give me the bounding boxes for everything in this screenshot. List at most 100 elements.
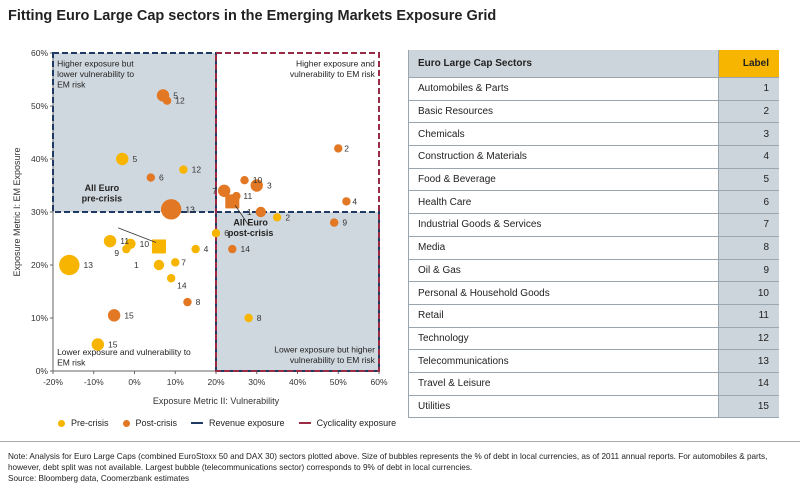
bubble-label: 13 [185,204,195,214]
x-tick-label: 0% [128,377,141,387]
x-tick-label: 40% [289,377,306,387]
pre-crisis-bubble-6 [211,229,221,238]
sector-name: Food & Beverage [408,168,719,192]
bubble-label: 5 [173,90,178,100]
average-pre-crisis-marker [151,239,166,254]
post-crisis-bubble-8 [183,297,192,307]
y-tick-label: 10% [31,313,48,323]
sector-name: Health Care [408,190,719,215]
pre-crisis-dot-icon [58,419,65,427]
legend-pre-crisis-label: Pre-crisis [71,418,109,428]
pre-crisis-bubble-8 [244,313,253,323]
post-crisis-bubble-3 [250,179,263,192]
quadrant-label-top-right: Higher exposure and vulnerability to EM r… [290,58,376,79]
legend-revenue-label: Revenue exposure [209,418,285,428]
bubble-label: 4 [352,196,357,206]
pre-crisis-bubble-2 [272,213,282,222]
x-tick-label: 30% [248,377,265,387]
revenue-dash-icon [191,422,204,424]
sector-name: Basic Resources [408,100,719,124]
bubble-label: 2 [344,143,349,153]
table-row: Retail 11 [408,304,779,328]
sector-name: Telecommunications [408,349,719,373]
legend-pre-crisis: Pre-crisis [58,418,109,428]
y-tick-label: 20% [31,260,48,270]
sector-name: Travel & Leisure [408,372,719,396]
average-post-crisis-label: All Euro post-crisis [228,217,274,238]
bubble-label: 1 [134,260,139,270]
y-axis-title: Exposure Metric I: EM Exposure [12,147,22,276]
pre-crisis-bubble-7 [171,258,180,267]
legend-cyclicality: Cyclicality exposure [298,418,396,428]
footnote-divider [0,441,800,442]
bubble-label: 7 [181,257,186,267]
pre-crisis-bubble-12 [179,165,188,174]
sector-name: Technology [408,327,719,351]
post-crisis-bubble-2 [334,144,343,153]
sector-name: Utilities [408,395,719,419]
legend-post-crisis-label: Post-crisis [135,418,178,428]
post-crisis-bubble-10 [240,176,249,185]
table-row: Industrial Goods & Services 7 [408,213,779,237]
sector-name: Automobiles & Parts [408,77,719,101]
bubble-label: 15 [124,310,134,320]
table-row: Automobiles & Parts 1 [408,77,779,101]
bubble-label: 2 [285,212,290,222]
pre-crisis-bubble-13 [59,254,80,276]
pre-crisis-bubble-14 [166,274,176,283]
average-post-crisis-marker [225,194,240,209]
post-crisis-bubble-15 [107,309,121,322]
bubble-label: 12 [192,165,202,175]
bubble-label: 8 [257,313,262,323]
x-tick-label: 10% [167,377,184,387]
sector-label: 3 [718,122,779,147]
quadrant-label-bottom-left: Lower exposure and vulnerability to EM ri… [57,347,191,368]
table-row: Technology 12 [408,327,779,351]
bubble-label: 1 [247,207,252,217]
post-crisis-bubble-6 [146,173,155,182]
post-crisis-bubble-7 [217,184,231,197]
average-pre-crisis-label: All Euro pre-crisis [82,183,123,204]
footnote: Note: Analysis for Euro Large Caps (comb… [8,451,793,484]
table-row: Health Care 6 [408,190,779,215]
table-row: Telecommunications 13 [408,349,779,373]
bubble-label: 14 [241,244,251,254]
average-post-crisis-pointer [234,205,249,226]
y-tick-label: 40% [31,154,48,164]
sector-name: Industrial Goods & Services [408,213,719,237]
legend-post-crisis: Post-crisis [122,418,178,428]
pre-crisis-bubble-10 [125,238,136,249]
label-header: Label [718,50,779,78]
bubble-label: 10 [253,175,263,185]
bubble-label: 8 [196,297,201,307]
sector-label: 9 [718,259,779,283]
y-tick-label: 50% [31,101,48,111]
shaded-quadrant-bottom-right [216,212,379,371]
bubble-label: 6 [224,228,229,238]
revenue-exposure-border [52,52,217,213]
sector-name: Oil & Gas [408,259,719,283]
bubble-label: 15 [108,340,118,350]
legend-revenue: Revenue exposure [191,418,285,428]
post-crisis-bubble-1 [255,206,267,218]
shaded-quadrant-top-left [53,53,216,212]
sector-label: 13 [718,349,779,373]
post-crisis-bubble-14 [228,244,237,254]
bubble-label: 6 [159,173,164,183]
x-tick-label: -10% [84,377,104,387]
sector-header: Euro Large Cap Sectors [408,50,719,78]
chart-title: Fitting Euro Large Cap sectors in the Em… [8,8,497,24]
sector-label: 4 [718,145,779,169]
table-row: Basic Resources 2 [408,100,779,124]
sector-name: Chemicals [408,122,719,147]
sector-label: 7 [718,213,779,237]
bubble-label: 5 [132,154,137,164]
sector-label: 6 [718,190,779,215]
sector-table-header: Euro Large Cap Sectors Label [408,50,779,78]
sector-name: Personal & Household Goods [408,281,719,305]
table-row: Personal & Household Goods 10 [408,281,779,305]
pre-crisis-bubble-11 [103,234,117,248]
post-crisis-bubble-12 [162,96,172,105]
bubble-label: 11 [120,236,129,246]
post-crisis-dot-icon [122,419,130,427]
